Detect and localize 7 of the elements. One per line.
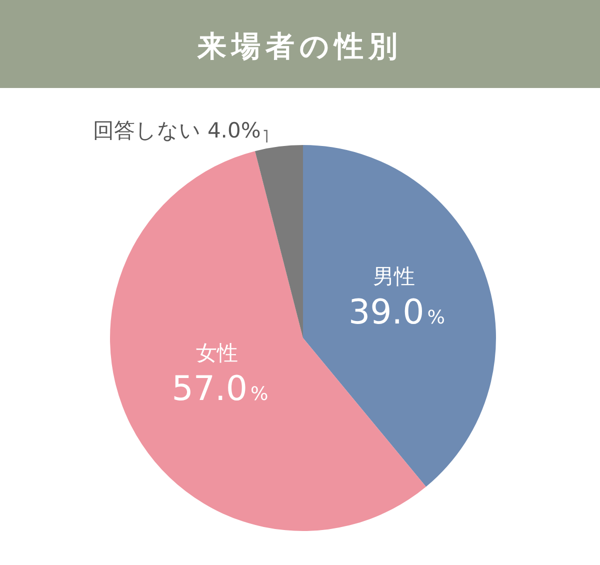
data-label: 4.0% bbox=[207, 118, 261, 143]
slice-label: 回答しない bbox=[92, 118, 208, 143]
data-label: 39.0% bbox=[348, 292, 446, 332]
slice-label: 男性 bbox=[372, 264, 415, 288]
data-label: 57.0% bbox=[172, 368, 268, 409]
slice-label: 女性 bbox=[196, 340, 238, 365]
chart-title: 来場者の性別 bbox=[196, 29, 402, 63]
